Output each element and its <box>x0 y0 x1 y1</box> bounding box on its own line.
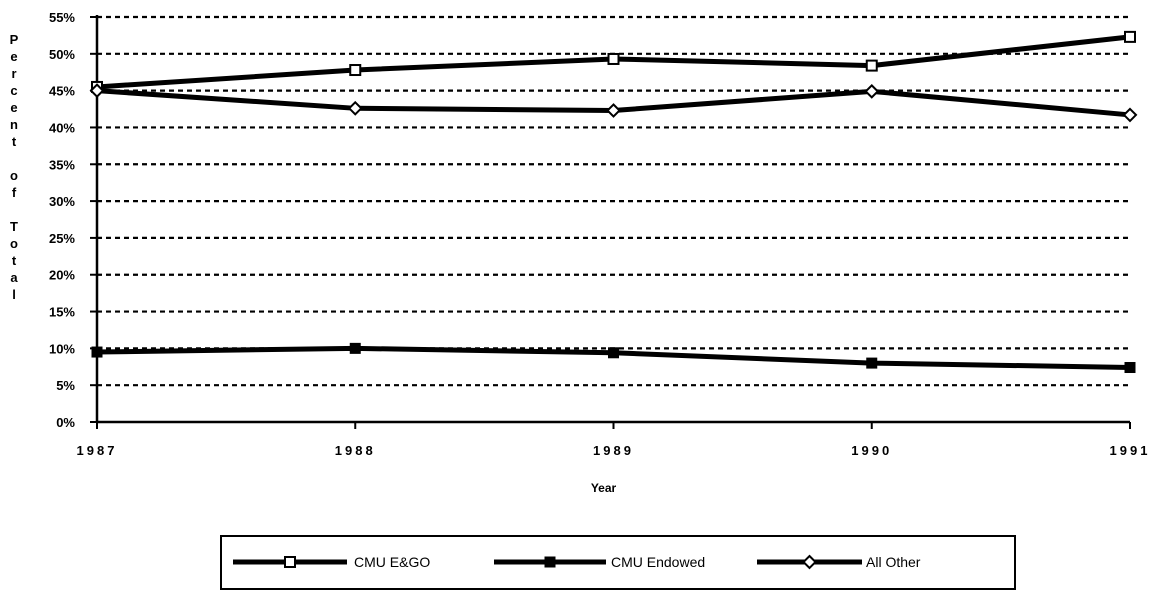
legend-item: CMU E&GO <box>233 554 430 570</box>
legend-box <box>220 535 1016 590</box>
y-axis-label-letter: e <box>10 49 17 64</box>
y-axis-label-letter: f <box>12 185 17 200</box>
x-axis-label: Year <box>591 481 617 495</box>
data-point-marker <box>865 59 878 72</box>
series-cmu-e-go <box>91 30 1136 93</box>
data-point-marker <box>284 556 296 568</box>
series-all-other <box>89 83 1138 123</box>
y-tick-label: 55% <box>49 10 75 25</box>
y-tick-labels: 0% 5% 10% 15% 20% 25% 30% 35% 40% 45% 50% 55% <box>49 10 75 430</box>
data-point-marker <box>347 100 363 116</box>
y-axis-label-letter: t <box>12 253 17 268</box>
y-axis-label-letter: e <box>10 100 17 115</box>
series-group <box>89 30 1138 374</box>
data-point-marker <box>349 342 361 354</box>
y-axis-label-letter: o <box>10 168 18 183</box>
legend-label: CMU Endowed <box>611 554 705 570</box>
y-axis-label-letter: t <box>12 134 17 149</box>
legend: CMU E&GO CMU Endowed All Other <box>220 535 1016 590</box>
y-tick-label: 35% <box>49 157 75 172</box>
data-point-marker <box>91 346 103 358</box>
y-tick-label: 25% <box>49 231 75 246</box>
x-tick-label: 1987 <box>77 443 118 458</box>
y-axis-label-letter: o <box>10 236 18 251</box>
data-point-marker <box>1124 30 1136 43</box>
x-tick-label: 1989 <box>593 443 634 458</box>
legend-item: All Other <box>757 554 921 570</box>
y-axis-label-letter: P <box>10 32 19 47</box>
data-point-marker <box>802 554 817 570</box>
y-tick-label: 45% <box>49 84 75 99</box>
x-tick-label: 1988 <box>335 443 376 458</box>
y-tick-label: 40% <box>49 120 75 135</box>
y-axis-label-letter: r <box>11 66 16 81</box>
y-axis-label-letter: n <box>10 117 18 132</box>
y-axis-label-letter: a <box>10 270 18 285</box>
legend-label: All Other <box>866 554 921 570</box>
y-tick-label: 0% <box>56 415 75 430</box>
y-tick-label: 30% <box>49 194 75 209</box>
series-cmu-endowed <box>91 342 1136 374</box>
x-tick-labels: 1987 1988 1989 1990 1991 <box>77 443 1151 458</box>
y-tick-label: 5% <box>56 378 75 393</box>
data-point-marker <box>608 347 619 359</box>
data-point-marker <box>607 52 620 65</box>
data-point-marker <box>89 83 105 99</box>
legend-label: CMU E&GO <box>354 554 430 570</box>
axes <box>90 15 1131 429</box>
y-tick-label: 50% <box>49 47 75 62</box>
x-tick-label: 1991 <box>1110 443 1151 458</box>
x-tick-label: 1990 <box>851 443 892 458</box>
data-point-marker <box>864 83 880 99</box>
data-point-marker <box>544 556 556 568</box>
y-tick-label: 15% <box>49 305 75 320</box>
data-point-marker <box>1122 107 1138 123</box>
legend-item: CMU Endowed <box>494 554 705 570</box>
y-tick-label: 10% <box>49 341 75 356</box>
gridlines <box>97 15 1130 387</box>
data-point-marker <box>349 64 362 77</box>
data-point-marker <box>866 357 878 369</box>
y-tick-label: 20% <box>49 268 75 283</box>
data-point-marker <box>1124 362 1136 374</box>
data-point-marker <box>606 103 621 118</box>
y-axis-label-letter: l <box>12 287 16 302</box>
y-axis-label-letter: T <box>10 219 18 234</box>
y-axis-label-letter: c <box>10 83 17 98</box>
